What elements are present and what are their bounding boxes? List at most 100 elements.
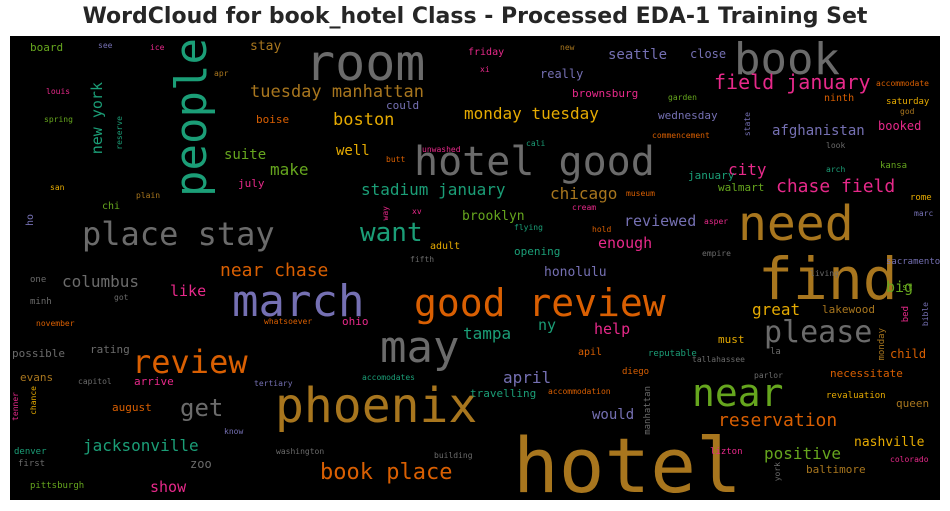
word-reputable: reputable bbox=[648, 350, 697, 359]
word-close: close bbox=[690, 48, 726, 60]
word-spring: spring bbox=[44, 116, 73, 124]
word-la: la bbox=[770, 348, 781, 357]
word-seattle: seattle bbox=[608, 48, 667, 62]
word-flying: flying bbox=[514, 224, 543, 232]
word-enough: enough bbox=[598, 236, 652, 251]
word-colorado: colorado bbox=[890, 456, 929, 464]
word-like: like bbox=[170, 284, 206, 299]
word-boston: boston bbox=[333, 112, 394, 129]
word-brownsburg: brownsburg bbox=[572, 88, 638, 99]
word-plain: plain bbox=[136, 192, 160, 200]
word-butt: butt bbox=[386, 156, 405, 164]
word-nashville: nashville bbox=[854, 436, 924, 449]
word-please: please bbox=[764, 318, 872, 348]
word-revaluation: revaluation bbox=[826, 392, 886, 401]
word-diego: diego bbox=[622, 368, 649, 377]
word-need: need bbox=[738, 200, 854, 248]
word-afghanistan: afghanistan bbox=[772, 124, 865, 138]
word-walmart: walmart bbox=[718, 182, 764, 193]
word-rome: rome bbox=[910, 194, 932, 203]
word-well: well bbox=[336, 144, 370, 158]
word-capitol: capitol bbox=[78, 378, 112, 386]
word-hotel: hotel bbox=[513, 428, 742, 500]
word-want: want bbox=[360, 220, 423, 246]
word-chase-field: chase field bbox=[776, 178, 895, 196]
word-accomodates: accomodates bbox=[362, 374, 415, 382]
word-state: state bbox=[744, 112, 752, 136]
word-cali: cali bbox=[526, 140, 545, 148]
word-manhattan: manhattan bbox=[644, 386, 653, 435]
word-chicago: chicago bbox=[550, 186, 617, 202]
word-adult: adult bbox=[430, 242, 460, 252]
word-fifth: fifth bbox=[410, 256, 434, 264]
word-would: would bbox=[592, 408, 634, 422]
word-marc: marc bbox=[914, 210, 933, 218]
word-columbus: columbus bbox=[62, 274, 139, 290]
word-necessitate: necessitate bbox=[830, 368, 903, 379]
word-booked: booked bbox=[878, 120, 921, 132]
word-tallahassee: tallahassee bbox=[692, 356, 745, 364]
word-apr: apr bbox=[214, 70, 228, 78]
word-make: make bbox=[270, 162, 309, 178]
word-july: july bbox=[238, 178, 265, 189]
word-asper: asper bbox=[704, 218, 728, 226]
word-room: room bbox=[305, 38, 425, 88]
word-york: york bbox=[774, 462, 782, 481]
word-evans: evans bbox=[20, 372, 53, 383]
word-book-place: book place bbox=[320, 462, 452, 484]
word-child: child bbox=[890, 348, 926, 360]
word-see: see bbox=[98, 42, 112, 50]
word-ice: ice bbox=[150, 44, 164, 52]
word-could: could bbox=[386, 100, 419, 111]
word-great: great bbox=[752, 302, 800, 318]
word-parlor: parlor bbox=[754, 372, 783, 380]
word-louis: louis bbox=[46, 88, 70, 96]
word-honolulu: honolulu bbox=[544, 266, 607, 279]
word-bible: bible bbox=[922, 302, 930, 326]
word-whatsoever: whatsoever bbox=[264, 318, 312, 326]
word-get: get bbox=[180, 396, 223, 420]
word-lakewood: lakewood bbox=[822, 304, 875, 315]
word-xi: xi bbox=[480, 66, 490, 74]
word-way: way bbox=[382, 206, 390, 220]
word-reviewed: reviewed bbox=[624, 214, 696, 229]
word-first: first bbox=[18, 460, 45, 469]
word-monday-tuesday: monday tuesday bbox=[464, 106, 599, 122]
word-god: god bbox=[900, 108, 914, 116]
word-possible: possible bbox=[12, 348, 65, 359]
word-apil: apil bbox=[578, 348, 602, 358]
word-pittsburgh: pittsburgh bbox=[30, 482, 84, 491]
word-november: november bbox=[36, 320, 75, 328]
wordcloud-canvas: hotel room book find need march phoenix hotel g… bbox=[10, 36, 940, 500]
word-arch: arch bbox=[826, 166, 845, 174]
word-brooklyn: brooklyn bbox=[462, 210, 525, 223]
word-reserve: reserve bbox=[116, 116, 124, 150]
word-board: board bbox=[30, 42, 63, 53]
word-minh: minh bbox=[30, 298, 52, 307]
word-denver: denver bbox=[14, 448, 47, 457]
word-stay: stay bbox=[250, 40, 281, 53]
word-cream: cream bbox=[572, 204, 596, 212]
word-monday: monday bbox=[878, 328, 887, 361]
word-washington: washington bbox=[276, 448, 324, 456]
word-new-york: new york bbox=[90, 82, 105, 154]
word-rating: rating bbox=[90, 344, 130, 355]
word-bed: bed bbox=[902, 306, 911, 322]
word-help: help bbox=[594, 322, 630, 337]
word-field-january: field january bbox=[714, 72, 871, 92]
word-jacksonville: jacksonville bbox=[83, 438, 199, 454]
word-ny: ny bbox=[538, 318, 556, 333]
word-chi: chi bbox=[102, 202, 120, 212]
word-garden: garden bbox=[668, 94, 697, 102]
word-know: know bbox=[224, 428, 243, 436]
word-near-chase: near chase bbox=[220, 262, 328, 280]
word-look: look bbox=[826, 142, 845, 150]
word-ohio: ohio bbox=[342, 316, 369, 327]
word-wednesday: wednesday bbox=[658, 110, 718, 121]
word-place-stay: place stay bbox=[82, 218, 275, 250]
word-commencement: commencement bbox=[652, 132, 710, 140]
word-kansa: kansa bbox=[880, 162, 907, 171]
word-ninth: ninth bbox=[824, 94, 854, 104]
word-saturday: saturday bbox=[886, 98, 929, 107]
word-show: show bbox=[150, 480, 186, 495]
